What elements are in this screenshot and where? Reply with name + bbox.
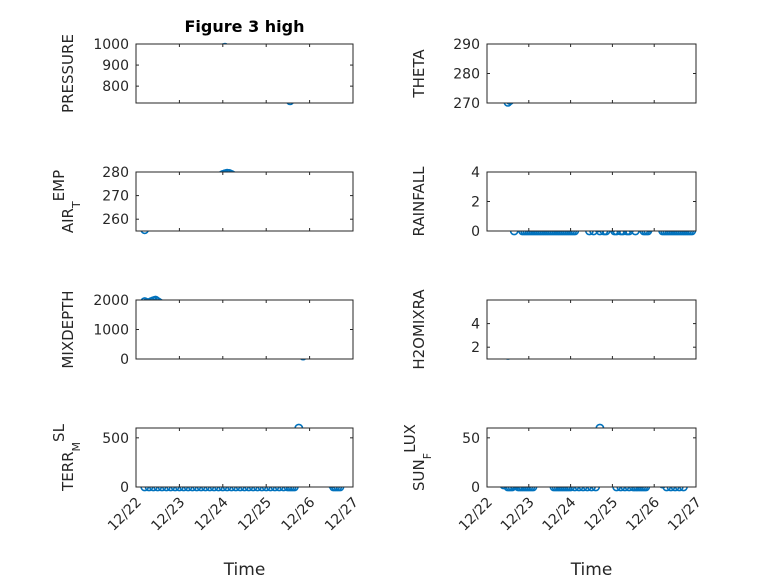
x-tick-label: 12/26 — [279, 494, 319, 534]
y-tick-label: 0 — [120, 352, 129, 368]
x-tick-label: 12/26 — [623, 494, 663, 534]
axes-box — [135, 171, 354, 232]
y-axis-label-3: AIRTEMP — [50, 170, 83, 233]
y-tick-label: 1000 — [93, 37, 129, 53]
axes-box — [486, 299, 697, 360]
x-tick-label: 12/23 — [498, 495, 538, 535]
y-tick-label: 800 — [102, 79, 129, 95]
y-tick-label: 280 — [102, 165, 129, 181]
y-tick-label: 1000 — [93, 323, 129, 339]
y-tick-label: 2 — [471, 195, 480, 211]
y-axis-label-2: THETA — [410, 49, 428, 99]
y-axis-label-7: TERRMSL — [50, 423, 83, 492]
axes-box — [486, 43, 697, 104]
y-axis-label-1: PRESSURE — [59, 34, 77, 113]
axes-box — [486, 427, 697, 488]
chart-title: Figure 3 high — [185, 17, 305, 36]
subplot-6: 2 4 H2OMIXRA — [410, 289, 697, 370]
subplot-7: 0 500 TERRMSL 12/22 12/23 12/24 12/25 12/26 12/2… — [50, 423, 362, 580]
y-axis-label-5: MIXDEPTH — [59, 290, 77, 368]
y-tick-label: 2 — [471, 340, 480, 356]
x-tick-label: 12/25 — [581, 495, 621, 535]
x-tick-label: 12/27 — [322, 495, 362, 535]
x-tick-label: 12/22 — [456, 495, 496, 535]
subplot-5: 0 1000 2000 MIXDEPTH — [59, 290, 354, 369]
x-axis-label: Time — [223, 560, 266, 580]
y-tick-label: 0 — [120, 480, 129, 496]
subplot-4: 0 2 4 RAINFALL — [410, 165, 697, 240]
y-tick-label: 270 — [453, 96, 480, 112]
x-tick-label: 12/24 — [192, 494, 232, 534]
y-axis-label-4: RAINFALL — [410, 166, 428, 237]
y-tick-label: 4 — [471, 165, 480, 181]
y-axis-label-6: H2OMIXRA — [410, 289, 428, 370]
x-tick-label: 12/24 — [540, 494, 580, 534]
subplot-2: 270 280 290 THETA — [410, 37, 697, 112]
y-tick-label: 280 — [453, 67, 480, 83]
axes-box — [135, 43, 354, 104]
y-tick-label: 900 — [102, 58, 129, 74]
y-axis-label-8: SUNFLUX — [401, 424, 434, 491]
y-tick-label: 500 — [102, 431, 129, 447]
axes-box — [486, 171, 697, 232]
x-tick-label: 12/25 — [235, 495, 275, 535]
y-tick-label: 50 — [462, 431, 480, 447]
x-tick-label: 12/23 — [148, 495, 188, 535]
x-tick-label: 12/27 — [665, 495, 705, 535]
subplot-8: 0 50 SUNFLUX 12/22 12/23 12/24 12/25 12/26 12/27… — [401, 423, 705, 580]
x-tick-label: 12/22 — [105, 495, 145, 535]
axes-box — [135, 427, 354, 488]
axes-box — [135, 299, 354, 360]
y-tick-label: 260 — [102, 212, 129, 228]
y-tick-label: 270 — [102, 189, 129, 205]
subplot-1: 800 900 1000 PRESSURE Figure 3 high — [59, 17, 354, 113]
subplot-3: 260 270 280 AIRTEMP — [50, 165, 354, 235]
x-axis-label: Time — [570, 560, 613, 580]
y-tick-label: 0 — [471, 480, 480, 496]
y-tick-label: 0 — [471, 224, 480, 240]
y-tick-label: 290 — [453, 37, 480, 53]
y-tick-label: 4 — [471, 317, 480, 333]
y-tick-label: 2000 — [93, 293, 129, 309]
